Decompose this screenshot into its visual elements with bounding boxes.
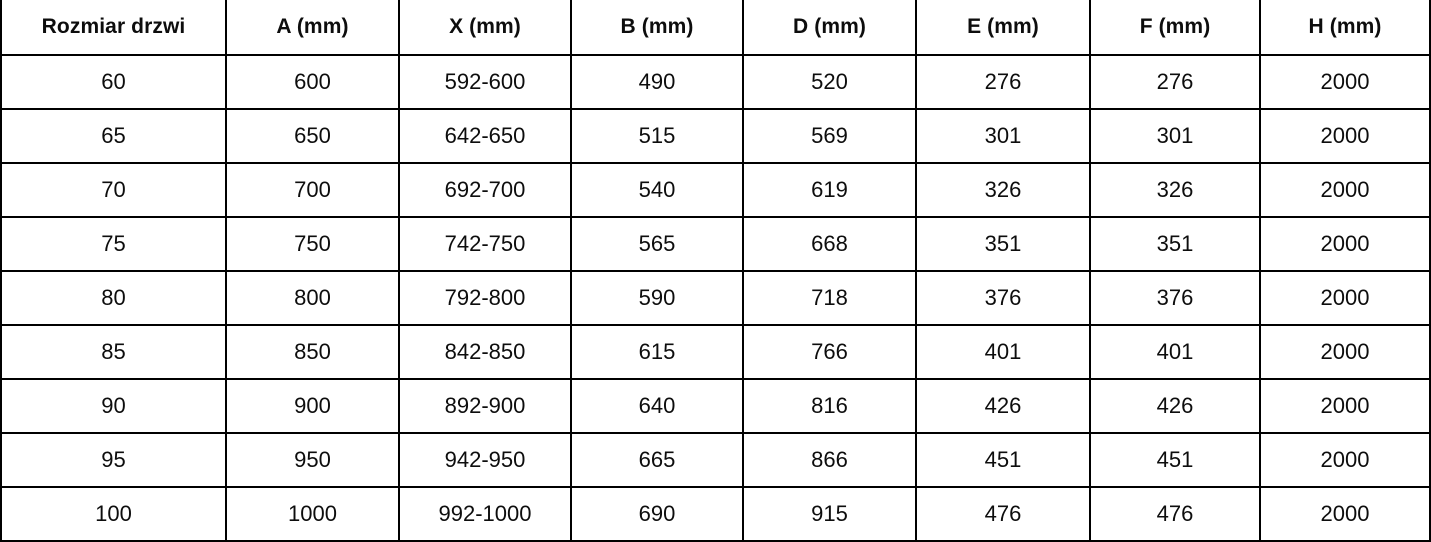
cell-r7-c6: 451 <box>1090 433 1261 488</box>
cell-r5-c1: 850 <box>226 325 400 380</box>
cell-r2-c5: 326 <box>916 163 1091 218</box>
cell-r0-c6: 276 <box>1090 55 1261 110</box>
cell-r0-c5: 276 <box>916 55 1091 110</box>
cell-r0-c4: 520 <box>743 55 917 110</box>
cell-r8-c5: 476 <box>916 487 1091 541</box>
cell-r2-c6: 326 <box>1090 163 1261 218</box>
cell-r4-c7: 2000 <box>1260 271 1430 326</box>
cell-r1-c0: 65 <box>1 109 227 164</box>
column-header-1: A (mm) <box>226 0 400 56</box>
cell-r8-c1: 1000 <box>226 487 400 541</box>
cell-r5-c4: 766 <box>743 325 917 380</box>
cell-r2-c0: 70 <box>1 163 227 218</box>
cell-r7-c7: 2000 <box>1260 433 1430 488</box>
table-row: 60 600 592-600 490 520 276 276 2000 <box>1 55 1430 110</box>
cell-r3-c5: 351 <box>916 217 1091 272</box>
cell-r1-c1: 650 <box>226 109 400 164</box>
cell-r2-c1: 700 <box>226 163 400 218</box>
cell-r0-c2: 592-600 <box>399 55 572 110</box>
cell-r0-c1: 600 <box>226 55 400 110</box>
cell-r4-c5: 376 <box>916 271 1091 326</box>
cell-r4-c3: 590 <box>571 271 744 326</box>
cell-r3-c7: 2000 <box>1260 217 1430 272</box>
cell-r7-c4: 866 <box>743 433 917 488</box>
cell-r2-c3: 540 <box>571 163 744 218</box>
table-row: 70 700 692-700 540 619 326 326 2000 <box>1 163 1430 218</box>
cell-r2-c7: 2000 <box>1260 163 1430 218</box>
cell-r4-c0: 80 <box>1 271 227 326</box>
cell-r1-c5: 301 <box>916 109 1091 164</box>
cell-r5-c6: 401 <box>1090 325 1261 380</box>
cell-r3-c1: 750 <box>226 217 400 272</box>
cell-r0-c7: 2000 <box>1260 55 1430 110</box>
cell-r3-c6: 351 <box>1090 217 1261 272</box>
cell-r0-c0: 60 <box>1 55 227 110</box>
cell-r5-c7: 2000 <box>1260 325 1430 380</box>
cell-r3-c0: 75 <box>1 217 227 272</box>
table-row: 65 650 642-650 515 569 301 301 2000 <box>1 109 1430 164</box>
cell-r5-c2: 842-850 <box>399 325 572 380</box>
table-header: Rozmiar drzwi A (mm) X (mm) B (mm) D (mm) E (… <box>1 0 1430 56</box>
cell-r6-c2: 892-900 <box>399 379 572 434</box>
cell-r4-c6: 376 <box>1090 271 1261 326</box>
cell-r5-c3: 615 <box>571 325 744 380</box>
cell-r6-c0: 90 <box>1 379 227 434</box>
column-header-4: D (mm) <box>743 0 917 56</box>
table-row: 75 750 742-750 565 668 351 351 2000 <box>1 217 1430 272</box>
cell-r4-c1: 800 <box>226 271 400 326</box>
cell-r3-c3: 565 <box>571 217 744 272</box>
cell-r6-c4: 816 <box>743 379 917 434</box>
cell-r1-c7: 2000 <box>1260 109 1430 164</box>
cell-r6-c1: 900 <box>226 379 400 434</box>
cell-r7-c5: 451 <box>916 433 1091 488</box>
cell-r2-c2: 692-700 <box>399 163 572 218</box>
table-body: 60 600 592-600 490 520 276 276 2000 65 650 642-650… <box>1 55 1430 541</box>
column-header-5: E (mm) <box>916 0 1091 56</box>
cell-r7-c1: 950 <box>226 433 400 488</box>
cell-r5-c5: 401 <box>916 325 1091 380</box>
table-header-row: Rozmiar drzwi A (mm) X (mm) B (mm) D (mm) E (… <box>1 0 1430 56</box>
cell-r2-c4: 619 <box>743 163 917 218</box>
column-header-3: B (mm) <box>571 0 744 56</box>
table-row: 80 800 792-800 590 718 376 376 2000 <box>1 271 1430 326</box>
cell-r4-c2: 792-800 <box>399 271 572 326</box>
cell-r1-c6: 301 <box>1090 109 1261 164</box>
cell-r6-c6: 426 <box>1090 379 1261 434</box>
column-header-2: X (mm) <box>399 0 572 56</box>
cell-r8-c7: 2000 <box>1320 501 1370 526</box>
cell-r6-c5: 426 <box>916 379 1091 434</box>
column-header-6: F (mm) <box>1090 0 1261 56</box>
table-row: 100 1000 992-1000 690 915 476 476 2000 <box>1 487 1430 541</box>
cell-r3-c2: 742-750 <box>399 217 572 272</box>
cell-r8-c0: 100 <box>1 487 227 541</box>
cell-r6-c7: 2000 <box>1260 379 1430 434</box>
cell-r7-c3: 665 <box>571 433 744 488</box>
cell-r8-c4: 915 <box>743 487 917 541</box>
cell-r3-c4: 668 <box>743 217 917 272</box>
cell-r7-c2: 942-950 <box>399 433 572 488</box>
cell-r1-c3: 515 <box>571 109 744 164</box>
cell-r8-c6: 476 <box>1090 487 1261 541</box>
cell-r1-c4: 569 <box>743 109 917 164</box>
cell-r0-c3: 490 <box>571 55 744 110</box>
column-header-0: Rozmiar drzwi <box>1 0 227 56</box>
table-row: 95 950 942-950 665 866 451 451 2000 <box>1 433 1430 488</box>
table-row: 90 900 892-900 640 816 426 426 2000 <box>1 379 1430 434</box>
cell-r7-c0: 95 <box>1 433 227 488</box>
cell-r6-c3: 640 <box>571 379 744 434</box>
cell-r8-c2: 992-1000 <box>399 487 572 541</box>
cell-r1-c2: 642-650 <box>399 109 572 164</box>
table-row: 85 850 842-850 615 766 401 401 2000 <box>1 325 1430 380</box>
cell-r8-c3: 690 <box>571 487 744 541</box>
cell-r5-c0: 85 <box>1 325 227 380</box>
column-header-7: H (mm) <box>1260 0 1430 56</box>
cell-r4-c4: 718 <box>743 271 917 326</box>
